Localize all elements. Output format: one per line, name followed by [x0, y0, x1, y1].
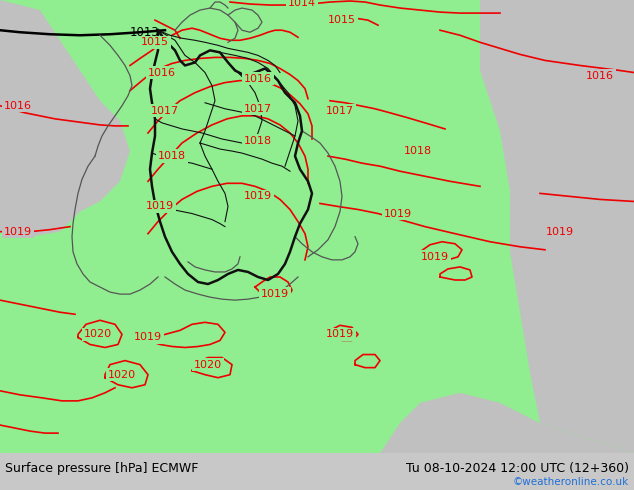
Text: 1019: 1019	[326, 329, 354, 340]
Text: 1017: 1017	[244, 104, 272, 114]
Text: 1019: 1019	[421, 252, 449, 262]
Text: 1018: 1018	[404, 146, 432, 156]
Text: 1015: 1015	[328, 15, 356, 25]
Text: Tu 08-10-2024 12:00 UTC (12+360): Tu 08-10-2024 12:00 UTC (12+360)	[406, 462, 629, 475]
Text: 1020: 1020	[194, 360, 222, 369]
Text: 1018: 1018	[244, 136, 272, 146]
Polygon shape	[480, 0, 634, 453]
Text: 1019: 1019	[134, 332, 162, 343]
Text: 1017: 1017	[326, 106, 354, 116]
Text: 1020: 1020	[108, 369, 136, 380]
Text: 1016: 1016	[148, 68, 176, 77]
Text: 1017: 1017	[151, 106, 179, 116]
Text: 1019: 1019	[261, 289, 289, 299]
Text: Surface pressure [hPa] ECMWF: Surface pressure [hPa] ECMWF	[5, 462, 198, 475]
Text: 1020: 1020	[84, 329, 112, 340]
Text: 1015: 1015	[141, 37, 169, 48]
Text: 1016: 1016	[4, 101, 32, 111]
Text: 1018: 1018	[158, 151, 186, 161]
Text: ©weatheronline.co.uk: ©weatheronline.co.uk	[513, 477, 629, 487]
Text: 1013: 1013	[130, 26, 160, 39]
Text: 1019: 1019	[4, 227, 32, 237]
Polygon shape	[380, 393, 634, 453]
Text: 1019: 1019	[244, 192, 272, 201]
Text: 1016: 1016	[244, 74, 272, 84]
Text: 1014: 1014	[288, 0, 316, 8]
Polygon shape	[0, 0, 130, 237]
Text: 1019: 1019	[146, 201, 174, 212]
Text: 1019: 1019	[546, 227, 574, 237]
Text: 1019: 1019	[384, 209, 412, 219]
Text: 1016: 1016	[586, 71, 614, 80]
